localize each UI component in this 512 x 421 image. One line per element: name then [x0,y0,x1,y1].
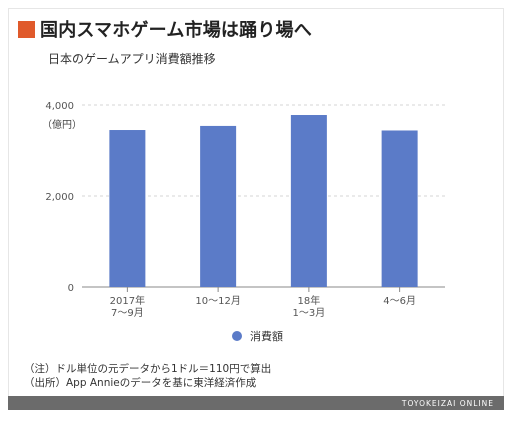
y-tick-label: 4,000 [45,101,74,112]
legend-marker [232,331,242,341]
y-axis-unit: （億円） [42,120,82,131]
title-marker [18,20,35,38]
note-line: （注）ドル単位の元データから1ドル＝110円で算出 [24,363,272,375]
bar [200,125,237,288]
chart-subtitle: 日本のゲームアプリ消費額推移 [48,52,216,66]
notes: （注）ドル単位の元データから1ドル＝110円で算出 （出所）App Annieの… [24,362,271,390]
legend-label: 消費額 [250,330,283,343]
bar [290,115,327,287]
bar [109,130,146,287]
footer-bar: TOYOKEIZAI ONLINE [8,396,504,410]
x-tick-label: 1〜3月 [293,307,326,319]
chart-frame [8,8,504,410]
chart-title: 国内スマホゲーム市場は踊り場へ [40,20,312,41]
x-tick-label: 10〜12月 [195,295,240,307]
footer-brand: TOYOKEIZAI ONLINE [401,398,494,408]
legend: 消費額 [232,328,283,344]
x-tick-label: 7〜9月 [111,307,144,319]
x-tick-label: 4〜6月 [383,295,416,307]
title-row: 国内スマホゲーム市場は踊り場へ [18,17,312,41]
x-tick-label: 2017年 [110,294,145,307]
y-tick-label: 0 [68,283,74,294]
bar [381,130,418,287]
y-tick-label: 2,000 [45,192,74,203]
x-tick-label: 18年 [298,294,321,307]
source-line: （出所）App Annieのデータを基に東洋経済作成 [24,377,257,389]
